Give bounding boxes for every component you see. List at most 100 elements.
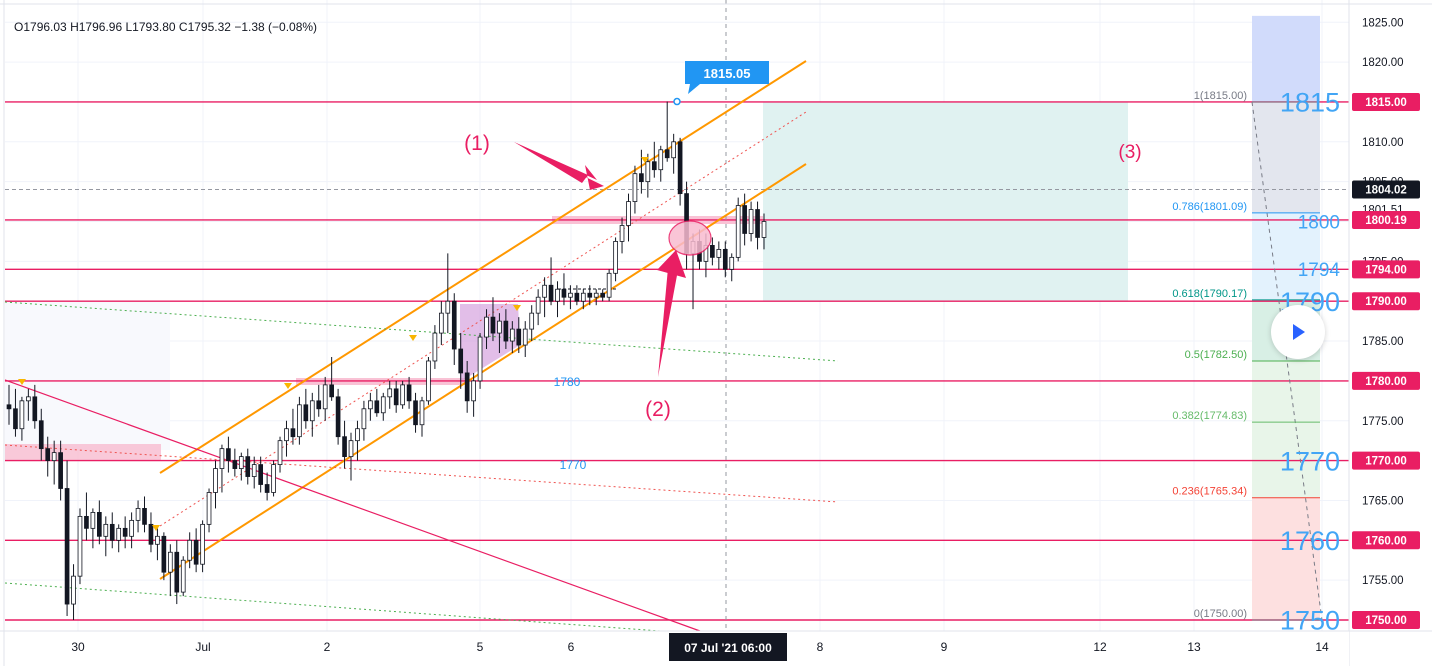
candle-down [13, 408, 18, 430]
candle-down [342, 436, 347, 458]
candle-up [671, 141, 676, 159]
price-label-box [1352, 531, 1420, 550]
peak-marker [673, 97, 681, 106]
y-tick-label: 1825.00 [1362, 17, 1404, 29]
candle-up [497, 320, 502, 334]
candle-up [716, 248, 722, 258]
candle-down [587, 292, 593, 298]
candle-up [26, 396, 31, 402]
annotation-3: (3) [1118, 142, 1141, 163]
candle-up [368, 400, 373, 410]
price-label-box [1352, 611, 1420, 629]
annotation-1: (1) [464, 132, 490, 155]
fib-level-label: 0.236(1765.34) [1172, 486, 1247, 498]
fib-band [1252, 360, 1320, 423]
candle-down [516, 328, 522, 346]
price-label-box [1352, 451, 1420, 470]
candle-up [322, 384, 328, 410]
price-label-text: 1790.00 [1365, 296, 1407, 308]
high-value: 1796.96 [78, 20, 123, 34]
candle-down [142, 508, 147, 525]
candle-up [19, 400, 25, 430]
fractal-marker [641, 157, 649, 163]
candle-down [245, 456, 251, 477]
candle-up [658, 149, 664, 171]
y-tick-label: 1820.00 [1362, 57, 1404, 69]
close-label: C [178, 20, 188, 34]
open-value: 1796.03 [23, 20, 67, 34]
candles-layer [6, 101, 767, 620]
candle-down [742, 205, 747, 234]
candle-up [135, 508, 141, 521]
price-label-text: 1804.02 [1365, 184, 1407, 196]
candle-down [710, 245, 715, 258]
candle-down [38, 420, 44, 450]
price-label-box [1352, 371, 1420, 390]
candle-down [451, 300, 457, 350]
price-label-box [1352, 180, 1420, 199]
zones-layer [5, 15, 1320, 620]
candle-up [542, 284, 547, 298]
candle-up [568, 292, 573, 298]
candle-down [97, 512, 102, 537]
arrow-2-shaft [658, 268, 678, 377]
candle-up [400, 384, 405, 406]
low-value: 1793.80 [132, 20, 176, 34]
fractal-marker [152, 525, 160, 531]
candle-up [748, 209, 754, 234]
candle-down [755, 209, 760, 238]
big-level-label: 1770 [1280, 446, 1340, 476]
price-label-box [1352, 260, 1420, 279]
price-label-text: 1760.00 [1365, 535, 1407, 547]
candle-up [103, 523, 109, 537]
candle-up [729, 256, 735, 270]
candle-up [167, 551, 173, 573]
candle-down [561, 288, 567, 298]
left-shade-zone [5, 302, 170, 450]
candle-down [32, 396, 38, 422]
candle-up [555, 288, 560, 302]
arrow-2-head [657, 250, 686, 278]
candle-down [639, 173, 644, 183]
highlight-ellipse [668, 220, 712, 256]
big-level-label: 1800 [1298, 212, 1340, 233]
candle-down [393, 388, 399, 406]
candle-up [116, 527, 122, 541]
arrow-1 [514, 142, 604, 190]
candle-down [406, 384, 412, 402]
crosshair-time-box [669, 633, 787, 661]
candle-up [471, 380, 476, 402]
fractal-marker [513, 305, 521, 311]
candle-up [761, 221, 767, 238]
price-label-text: 1815.00 [1365, 97, 1407, 109]
price-label-text: 1794.00 [1365, 264, 1407, 276]
big-level-label: 1794 [1298, 260, 1341, 281]
candle-up [535, 296, 541, 314]
x-tick-label: 13 [1187, 640, 1201, 654]
trend-line-down [4, 379, 701, 632]
candle-down [600, 292, 606, 298]
candle-down [161, 535, 167, 573]
big-level-label: 1815 [1280, 88, 1340, 118]
fib-trend-line [1251, 101, 1323, 621]
candle-down [722, 248, 728, 270]
replay-play-button[interactable] [1271, 305, 1325, 359]
y-tick-label: 1785.00 [1362, 336, 1404, 348]
candle-up [445, 300, 451, 314]
candle-up [277, 440, 283, 465]
candle-down [109, 523, 115, 541]
x-tick-label: 8 [817, 640, 824, 654]
candle-up [309, 400, 315, 422]
candle-up [187, 539, 193, 561]
candle-up [51, 452, 57, 462]
candle-up [77, 515, 83, 577]
candle-up [477, 336, 483, 382]
candle-up [632, 173, 638, 202]
candle-up [284, 428, 289, 442]
candle-up [426, 360, 431, 402]
candle-up [645, 161, 651, 183]
x-tick-label: 6 [568, 640, 575, 654]
